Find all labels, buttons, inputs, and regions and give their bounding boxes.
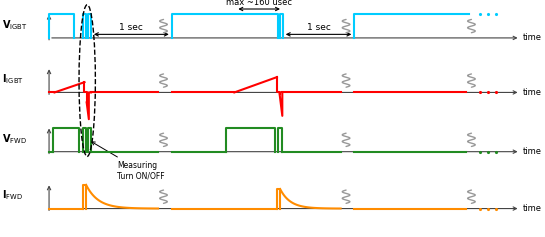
Text: V$_{\mathsf{IGBT}}$: V$_{\mathsf{IGBT}}$ (2, 18, 27, 32)
Text: time: time (523, 147, 542, 156)
Text: I$_{\mathsf{IGBT}}$: I$_{\mathsf{IGBT}}$ (2, 73, 23, 86)
Text: Measuring
Turn ON/OFF: Measuring Turn ON/OFF (92, 142, 165, 181)
Text: 1 sec: 1 sec (119, 23, 143, 32)
Text: 1 sec: 1 sec (307, 23, 330, 32)
Text: time: time (523, 33, 542, 42)
Text: time: time (523, 204, 542, 213)
Text: time: time (523, 88, 542, 97)
Text: max ~160 usec: max ~160 usec (226, 0, 292, 7)
Text: V$_{\mathsf{FWD}}$: V$_{\mathsf{FWD}}$ (2, 132, 27, 146)
Text: I$_{\mathsf{FWD}}$: I$_{\mathsf{FWD}}$ (2, 189, 23, 202)
